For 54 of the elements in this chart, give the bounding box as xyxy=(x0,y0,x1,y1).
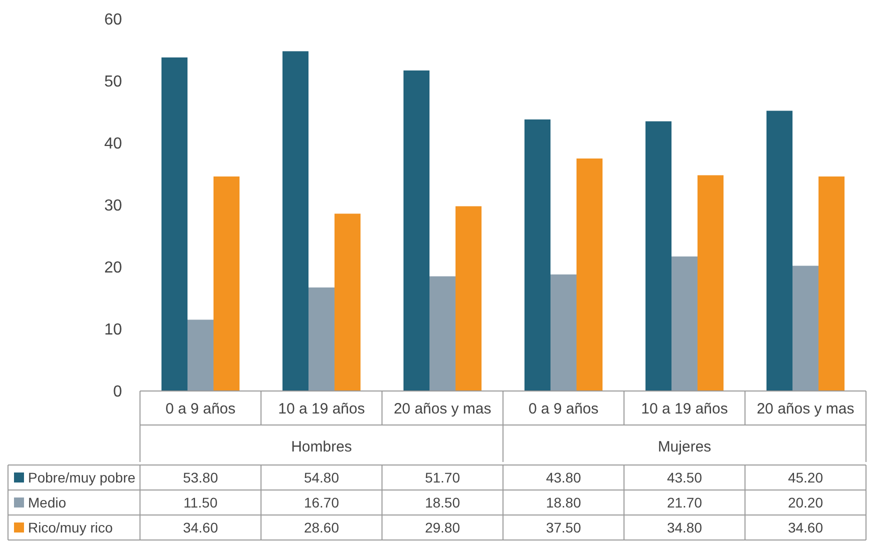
y-tick-label: 10 xyxy=(104,322,122,339)
text: Hombres xyxy=(291,438,352,456)
data-label: 11.50 xyxy=(184,494,218,510)
bar xyxy=(214,176,240,391)
data-label: 18.80 xyxy=(546,494,582,510)
data-label: 45.20 xyxy=(788,469,824,486)
bar xyxy=(524,119,550,391)
legend-label: Pobre/muy pobre xyxy=(28,469,136,486)
y-tick-label: 30 xyxy=(104,198,122,215)
bar xyxy=(187,320,214,391)
bar xyxy=(645,121,672,391)
data-label: 16.70 xyxy=(304,494,340,510)
data-label: 37.50 xyxy=(546,519,582,536)
bar xyxy=(576,158,603,391)
y-tick-label: 50 xyxy=(104,74,122,91)
data-label: 53.80 xyxy=(182,469,218,486)
text: Mujeres xyxy=(658,438,712,456)
x-tick-label: 20 años y mas xyxy=(394,400,492,418)
data-label: 34.60 xyxy=(788,519,824,536)
x-tick-label: 0 a 9 años xyxy=(528,400,599,418)
x-tick-label: 10 a 19 años xyxy=(641,400,728,418)
bar xyxy=(429,276,456,391)
data-label: 34.60 xyxy=(182,519,218,536)
bar xyxy=(403,70,430,391)
data-label: 34.80 xyxy=(666,519,702,536)
bar xyxy=(792,266,819,391)
y-tick-label: 60 xyxy=(104,12,122,29)
bar xyxy=(550,274,577,391)
bar xyxy=(161,57,188,391)
bar xyxy=(334,214,361,391)
y-tick-label: 20 xyxy=(104,260,122,277)
data-label: 29.80 xyxy=(424,519,460,536)
data-label: 54.80 xyxy=(304,469,340,486)
y-tick-label: 40 xyxy=(104,136,122,153)
data-label: 28.60 xyxy=(304,519,340,536)
bar xyxy=(698,175,724,391)
data-label: 43.50 xyxy=(666,469,702,486)
data-label: 21.70 xyxy=(666,494,702,510)
data-label: 43.80 xyxy=(546,469,582,486)
bar xyxy=(766,110,792,391)
legend-label: Rico/muy rico xyxy=(28,519,114,536)
x-tick-label: 0 a 9 años xyxy=(165,400,236,418)
bar xyxy=(308,287,335,391)
bar xyxy=(818,176,845,391)
legend-label: Medio xyxy=(28,494,66,510)
data-label: 51.70 xyxy=(424,469,460,486)
x-tick-label: 10 a 19 años xyxy=(278,400,365,418)
data-label: 18.50 xyxy=(424,494,460,510)
x-tick-label: 20 años y mas xyxy=(756,400,854,418)
data-label: 20.20 xyxy=(788,494,824,510)
bar xyxy=(671,256,698,391)
bar xyxy=(456,206,482,391)
y-tick-label: 0 xyxy=(113,384,122,401)
bar xyxy=(282,51,308,391)
